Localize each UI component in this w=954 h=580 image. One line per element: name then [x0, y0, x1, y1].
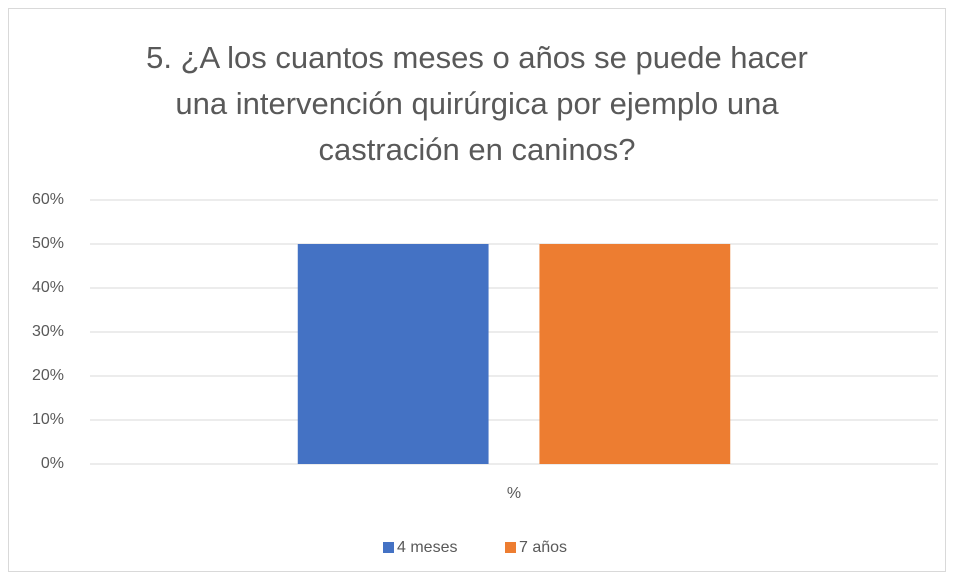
- chart-title: castración en caninos?: [318, 132, 635, 167]
- y-tick-label: 0%: [41, 455, 64, 472]
- y-tick-label: 10%: [32, 411, 64, 428]
- y-tick-label: 20%: [32, 367, 64, 384]
- y-tick-label: 60%: [32, 191, 64, 208]
- chart-title: una intervención quirúrgica por ejemplo …: [175, 86, 779, 121]
- legend-swatch: [383, 542, 394, 553]
- bar: [539, 244, 731, 464]
- y-tick-label: 40%: [32, 279, 64, 296]
- bar: [297, 244, 489, 464]
- legend-label: 4 meses: [397, 539, 457, 556]
- legend-swatch: [505, 542, 516, 553]
- legend-label: 7 años: [519, 539, 567, 556]
- x-tick-label: %: [507, 485, 521, 502]
- chart-title: 5. ¿A los cuantos meses o años se puede …: [146, 40, 808, 75]
- y-tick-label: 30%: [32, 323, 64, 340]
- y-tick-label: 50%: [32, 235, 64, 252]
